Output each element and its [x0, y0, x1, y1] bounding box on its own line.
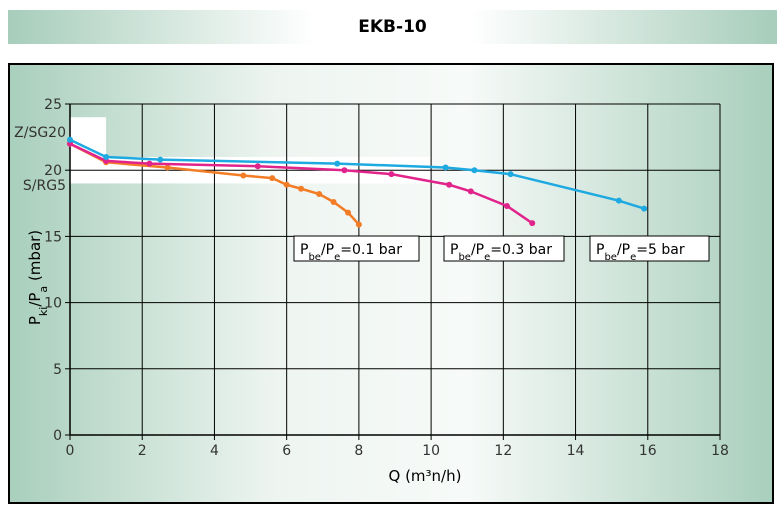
data-point [507, 171, 514, 178]
y-axis-label: Pki/Pa (mbar) [26, 230, 50, 325]
x-tick-label: 16 [639, 443, 657, 459]
x-tick-label: 12 [494, 443, 512, 459]
y-tick-label: 0 [53, 428, 62, 444]
title-bar: EKB-10 [8, 10, 777, 44]
data-point [334, 160, 341, 167]
legend-label: Pbe/Pe=0.3 bar [450, 242, 552, 263]
data-point [103, 153, 110, 160]
legend-box-2 [589, 235, 710, 262]
data-point [330, 198, 337, 205]
data-point [345, 209, 352, 216]
data-point [341, 167, 348, 174]
data-point [298, 185, 305, 192]
data-point [388, 171, 395, 178]
data-point [283, 181, 290, 188]
x-tick-label: 2 [138, 443, 147, 459]
x-tick-label: 6 [282, 443, 291, 459]
legend-label: Pbe/Pe=0.1 bar [300, 242, 402, 263]
x-tick-label: 8 [354, 443, 363, 459]
band-label: S/RG5 [23, 178, 66, 194]
y-tick-label: 5 [53, 362, 62, 378]
data-point [471, 167, 478, 174]
page-title: EKB-10 [358, 17, 427, 37]
y-tick-label: 10 [44, 296, 62, 312]
data-point [467, 188, 474, 195]
x-tick-label: 4 [210, 443, 219, 459]
x-tick-label: 18 [711, 443, 729, 459]
series-line-1 [69, 142, 533, 225]
data-point [615, 197, 622, 204]
data-point [355, 221, 362, 228]
y-tick-label: 25 [44, 97, 62, 113]
data-point [240, 172, 247, 179]
band-label: Z/SG20 [14, 125, 66, 141]
data-point [316, 191, 323, 198]
data-point [164, 164, 171, 171]
band-0 [70, 117, 107, 157]
y-tick-label: 15 [44, 229, 62, 245]
data-point [146, 160, 153, 167]
legend-box-1 [443, 235, 565, 262]
legend-box-0 [293, 235, 420, 262]
data-point [446, 181, 453, 188]
data-point [529, 220, 536, 227]
x-tick-label: 14 [567, 443, 585, 459]
x-tick-label: 10 [422, 443, 440, 459]
data-point [157, 156, 164, 163]
x-tick-label: 0 [66, 443, 75, 459]
data-point [442, 164, 449, 171]
data-point [269, 175, 276, 182]
y-tick-label: 20 [44, 163, 62, 179]
data-point [503, 202, 510, 209]
chart-frame [8, 63, 774, 504]
data-point [67, 136, 73, 143]
x-axis-label: Q (m³n/h) [389, 467, 462, 485]
data-point [254, 163, 261, 170]
data-point [641, 205, 648, 212]
legend-label: Pbe/Pe=5 bar [596, 242, 685, 263]
